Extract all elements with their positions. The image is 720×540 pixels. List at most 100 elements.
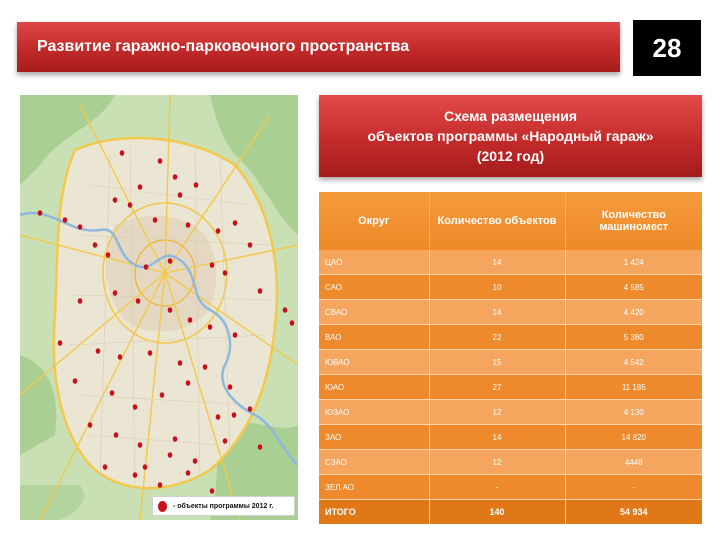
- map-marker: [185, 470, 191, 476]
- cell-objects: 14: [429, 299, 566, 325]
- moscow-map: - объекты программы 2012 г.: [20, 95, 298, 520]
- cell-objects: 12: [429, 449, 566, 475]
- cell-district: ЮВАО: [319, 349, 430, 375]
- cell-objects: 22: [429, 324, 566, 350]
- total-objects: 140: [429, 499, 566, 524]
- cell-district: САО: [319, 274, 430, 300]
- table-row: ВАО 22 5 380: [319, 324, 702, 350]
- map-marker: [167, 452, 173, 458]
- map-marker: [109, 390, 115, 396]
- map-marker: [147, 350, 153, 356]
- cell-spaces: 11 185: [565, 374, 702, 400]
- map-marker: [62, 217, 68, 223]
- map-marker: [289, 320, 295, 326]
- legend-text: - объекты программы 2012 г.: [173, 502, 274, 510]
- map-marker: [202, 364, 208, 370]
- cell-spaces: 4 130: [565, 399, 702, 425]
- map-marker: [282, 307, 288, 313]
- header-spaces: Количество машиномест: [565, 192, 702, 250]
- map-marker: [209, 488, 215, 494]
- table-row: САО 10 4 585: [319, 274, 702, 300]
- cell-district: СВАО: [319, 299, 430, 325]
- map-marker: [95, 348, 101, 354]
- map-marker: [232, 332, 238, 338]
- table-header-row: Округ Количество объектов Количество маш…: [319, 192, 702, 250]
- map-marker: [72, 378, 78, 384]
- map-marker: [215, 414, 221, 420]
- cell-spaces: 4448: [565, 449, 702, 475]
- map-marker: [142, 464, 148, 470]
- cell-objects: 15: [429, 349, 566, 375]
- map-marker: [119, 150, 125, 156]
- page-number: 28: [633, 20, 701, 76]
- table-row: СЗАО 12 4448: [319, 449, 702, 475]
- total-district: ИТОГО: [319, 499, 430, 524]
- map-marker: [37, 210, 43, 216]
- scheme-title-box: Схема размещения объектов программы «Нар…: [319, 95, 702, 177]
- header-objects: Количество объектов: [429, 192, 566, 250]
- map-marker: [232, 220, 238, 226]
- table-row: ЗАО 14 14 820: [319, 424, 702, 450]
- map-marker: [102, 464, 108, 470]
- map-legend: - объекты программы 2012 г.: [152, 496, 295, 516]
- map-marker: [117, 354, 123, 360]
- cell-spaces: 4 420: [565, 299, 702, 325]
- legend-marker-icon: [158, 500, 167, 512]
- cell-spaces: 1 424: [565, 250, 702, 275]
- map-marker: [257, 288, 263, 294]
- scheme-title-line1: Схема размещения: [443, 108, 578, 124]
- cell-objects: 10: [429, 274, 566, 300]
- cell-district: ЦАО: [319, 250, 430, 275]
- map-marker: [143, 264, 149, 270]
- map-marker: [172, 436, 178, 442]
- map-marker: [257, 444, 263, 450]
- cell-district: СЗАО: [319, 449, 430, 475]
- map-marker: [157, 158, 163, 164]
- slide-title: Развитие гаражно-парковочного пространст…: [17, 22, 620, 72]
- map-marker: [77, 298, 83, 304]
- map-marker: [209, 262, 215, 268]
- table-row: СВАО 14 4 420: [319, 299, 702, 325]
- header-district: Округ: [319, 192, 430, 250]
- map-marker: [132, 472, 138, 478]
- cell-district: ЮАО: [319, 374, 430, 400]
- map-marker: [247, 242, 253, 248]
- map-marker: [127, 202, 133, 208]
- cell-spaces: 4 542: [565, 349, 702, 375]
- map-marker: [167, 307, 173, 313]
- table-row: ЗЕЛ.АО - -: [319, 474, 702, 500]
- cell-spaces: 14 820: [565, 424, 702, 450]
- map-marker: [92, 242, 98, 248]
- cell-objects: 14: [429, 250, 566, 275]
- table-row: ЮАО 27 11 185: [319, 374, 702, 400]
- map-marker: [192, 458, 198, 464]
- map-marker: [227, 384, 233, 390]
- map-marker: [185, 380, 191, 386]
- object-markers: [37, 150, 295, 494]
- cell-district: ЮЗАО: [319, 399, 430, 425]
- table-total-row: ИТОГО 140 54 934: [319, 499, 702, 524]
- scheme-title-line3: (2012 год): [476, 148, 545, 164]
- map-marker: [77, 224, 83, 230]
- map-marker: [157, 482, 163, 488]
- map-marker: [167, 258, 173, 264]
- map-marker: [159, 392, 165, 398]
- districts-table: Округ Количество объектов Количество маш…: [319, 192, 702, 524]
- map-marker: [135, 298, 141, 304]
- table-row: ЮВАО 15 4 542: [319, 349, 702, 375]
- cell-objects: -: [429, 474, 566, 500]
- map-marker: [193, 182, 199, 188]
- cell-objects: 12: [429, 399, 566, 425]
- slide-title-text: Развитие гаражно-парковочного пространст…: [37, 38, 410, 55]
- map-marker: [152, 217, 158, 223]
- map-marker: [172, 174, 178, 180]
- map-marker: [185, 222, 191, 228]
- map-marker: [87, 422, 93, 428]
- cell-spaces: 4 585: [565, 274, 702, 300]
- cell-objects: 27: [429, 374, 566, 400]
- map-marker: [137, 442, 143, 448]
- scheme-title-line2: объектов программы «Народный гараж»: [367, 128, 654, 144]
- cell-district: ЗАО: [319, 424, 430, 450]
- map-marker: [177, 360, 183, 366]
- map-marker: [57, 340, 63, 346]
